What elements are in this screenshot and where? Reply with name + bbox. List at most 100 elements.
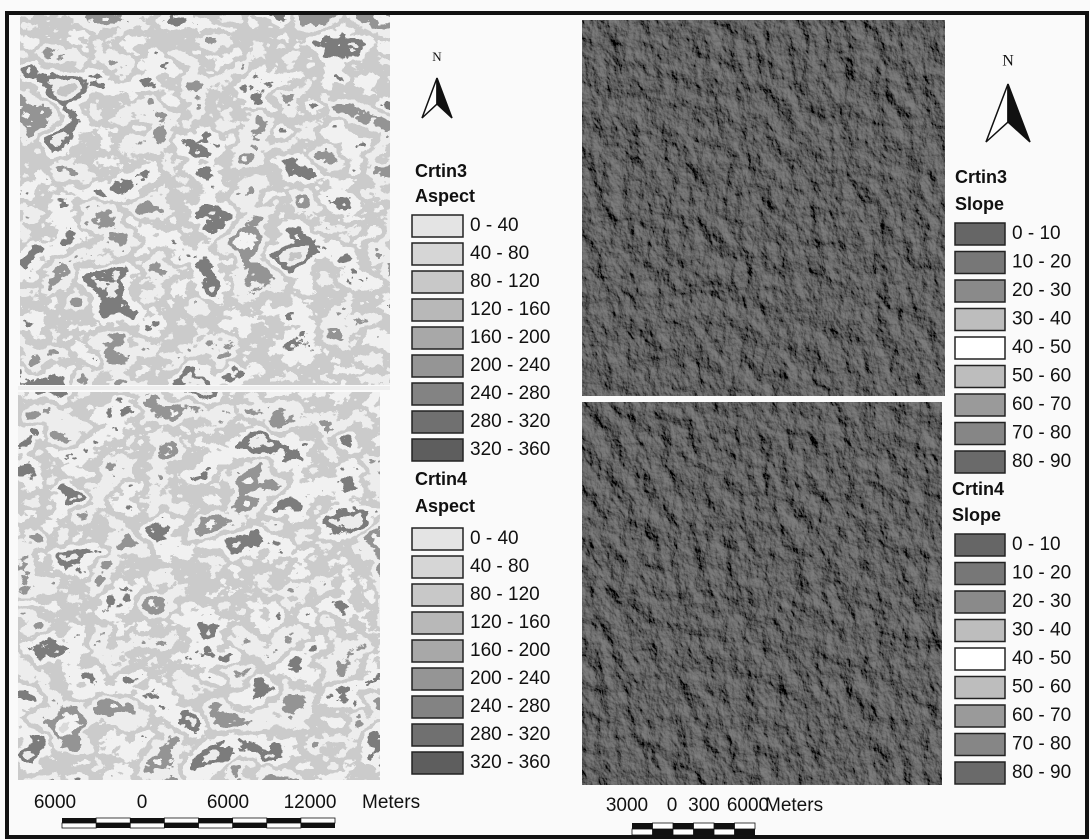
legend-swatch xyxy=(955,563,1005,585)
legend-swatch xyxy=(412,612,463,634)
legend-swatch xyxy=(955,280,1005,302)
legend-swatch xyxy=(955,337,1005,359)
scale-segment xyxy=(267,818,301,823)
legend-class-label: 80 - 120 xyxy=(470,584,540,605)
legend-class-label: 320 - 360 xyxy=(470,439,550,460)
legend-class-label: 40 - 50 xyxy=(1012,648,1071,669)
scale-segment xyxy=(62,818,96,823)
legend-swatch xyxy=(955,648,1005,670)
legend-class-label: 30 - 40 xyxy=(1012,620,1071,641)
legend-swatch xyxy=(412,271,463,293)
slope-map-crtin4 xyxy=(582,402,942,785)
scale-segment xyxy=(164,823,198,828)
scale-label: 0 xyxy=(137,792,148,813)
legend-swatch xyxy=(412,640,463,662)
scale-unit: Meters xyxy=(765,795,823,816)
scale-segment xyxy=(694,823,715,829)
legend-class-label: 280 - 320 xyxy=(470,724,550,745)
legend-swatch xyxy=(955,677,1005,699)
legend-class-label: 10 - 20 xyxy=(1012,563,1071,584)
scale-segment xyxy=(694,829,715,835)
legend-swatch xyxy=(955,252,1005,274)
legend-swatch xyxy=(955,309,1005,331)
aspect-map-crtin3 xyxy=(20,15,390,385)
slope-map-crtin3 xyxy=(582,20,945,396)
legend-swatch xyxy=(412,668,463,690)
scale-segment xyxy=(62,823,96,828)
legend-class-label: 320 - 360 xyxy=(470,752,550,773)
legend-class-label: 80 - 90 xyxy=(1012,451,1071,472)
legend-swatch xyxy=(955,734,1005,756)
legend-swatch xyxy=(955,451,1005,473)
legend-swatch xyxy=(412,528,463,550)
legend-swatch xyxy=(412,696,463,718)
scale-label: 6000 xyxy=(727,795,769,816)
scale-segment xyxy=(96,818,130,823)
legend-swatch xyxy=(412,383,463,405)
scale-segment xyxy=(199,818,233,823)
legend-class-label: 70 - 80 xyxy=(1012,423,1071,444)
legend-class-label: 50 - 60 xyxy=(1012,677,1071,698)
legend-layer-name: Crtin4 xyxy=(952,479,1004,499)
legend-class-label: 60 - 70 xyxy=(1012,394,1071,415)
legend-class-label: 240 - 280 xyxy=(470,383,550,404)
aspect-map-crtin4 xyxy=(18,392,380,780)
north-label: N xyxy=(1002,53,1014,70)
scale-label: 6000 xyxy=(34,792,76,813)
legend-class-label: 200 - 240 xyxy=(470,355,550,376)
legend-class-label: 280 - 320 xyxy=(470,411,550,432)
legend-class-label: 0 - 40 xyxy=(470,528,519,549)
legend-layer-name: Crtin4 xyxy=(415,469,467,489)
legend-swatch xyxy=(412,243,463,265)
legend-class-label: 30 - 40 xyxy=(1012,309,1071,330)
scale-segment xyxy=(301,818,335,823)
scale-label: 6000 xyxy=(207,792,249,813)
scale-segment xyxy=(653,829,674,835)
map-figure: N N Crtin3Aspect0 - 4040 - 8080 - 120120… xyxy=(0,0,1090,840)
scale-label: 12000 xyxy=(284,792,337,813)
legend-swatch xyxy=(412,299,463,321)
legend-swatch xyxy=(955,223,1005,245)
legend-class-label: 40 - 50 xyxy=(1012,337,1071,358)
scale-segment xyxy=(714,823,735,829)
scale-segment xyxy=(199,823,233,828)
scale-segment xyxy=(301,823,335,828)
legend-class-label: 40 - 80 xyxy=(470,556,529,577)
legend-swatch xyxy=(412,355,463,377)
legend-field-name: Aspect xyxy=(415,496,475,516)
scale-segment xyxy=(164,818,198,823)
scale-segment xyxy=(233,823,267,828)
scale-segment xyxy=(653,823,674,829)
scale-segment xyxy=(233,818,267,823)
legend-swatch xyxy=(955,620,1005,642)
legend-swatch xyxy=(412,724,463,746)
legend-swatch xyxy=(955,705,1005,727)
legend-swatch xyxy=(955,366,1005,388)
legend-class-label: 0 - 10 xyxy=(1012,223,1061,244)
legend-swatch xyxy=(412,752,463,774)
legend-swatch xyxy=(955,534,1005,556)
legend-class-label: 20 - 30 xyxy=(1012,591,1071,612)
legend-swatch xyxy=(412,327,463,349)
scale-segment xyxy=(96,823,130,828)
legend-swatch xyxy=(412,439,463,461)
scale-unit: Meters xyxy=(362,792,420,813)
legend-field-name: Slope xyxy=(955,194,1004,214)
legend-class-label: 40 - 80 xyxy=(470,243,529,264)
legend-swatch xyxy=(412,584,463,606)
scale-segment xyxy=(130,818,164,823)
legend-class-label: 60 - 70 xyxy=(1012,705,1071,726)
legend-layer-name: Crtin3 xyxy=(955,167,1007,187)
scale-label: 300 xyxy=(688,795,720,816)
legend-swatch xyxy=(412,411,463,433)
legend-swatch xyxy=(955,423,1005,445)
scale-segment xyxy=(632,829,653,835)
scale-segment xyxy=(735,829,756,835)
legend-class-label: 0 - 40 xyxy=(470,215,519,236)
legend-swatch xyxy=(955,762,1005,784)
scale-label: 0 xyxy=(667,795,678,816)
legend-field-name: Slope xyxy=(952,505,1001,525)
legend-class-label: 20 - 30 xyxy=(1012,280,1071,301)
scale-segment xyxy=(673,829,694,835)
legend-class-label: 120 - 160 xyxy=(470,612,550,633)
